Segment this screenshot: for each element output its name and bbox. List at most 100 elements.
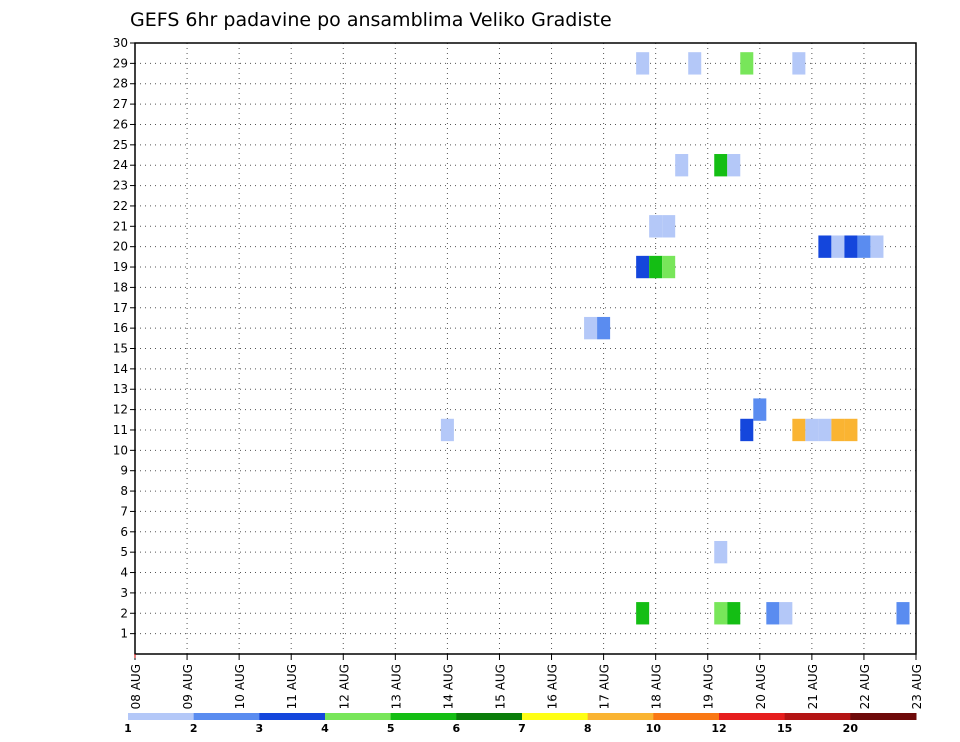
colorbar-label: 20 (843, 722, 859, 735)
chart-title: GEFS 6hr padavine po ansamblima Veliko G… (130, 9, 612, 31)
precip-cell (636, 52, 650, 75)
colorbar-segment (522, 713, 589, 720)
colorbar-label: 6 (453, 722, 461, 735)
colorbar-label: 10 (646, 722, 662, 735)
y-tick-label: 12 (113, 403, 128, 417)
y-tick-label: 4 (120, 566, 128, 580)
colorbar: 1 2 3 4 5 6 7 8 10 12 15 20 (124, 713, 917, 735)
y-tick-label: 20 (113, 240, 128, 254)
precip-cell (636, 602, 650, 625)
y-tick-label: 6 (120, 525, 128, 539)
precip-cell (727, 154, 741, 177)
x-tick-label: 17 AUG (598, 664, 612, 709)
precip-cell (818, 235, 832, 258)
precip-cell (792, 418, 806, 442)
colorbar-label: 15 (777, 722, 792, 735)
x-tick-label: 21 AUG (806, 664, 820, 709)
x-tick-label: 14 AUG (441, 664, 455, 709)
x-tick-label: 23 AUG (910, 664, 924, 709)
data-cells (440, 52, 910, 625)
colorbar-label: 3 (256, 722, 264, 735)
y-tick-label: 9 (120, 464, 128, 478)
y-tick-label: 30 (113, 36, 128, 50)
y-tick-label: 10 (113, 443, 128, 457)
y-tick-label: 26 (113, 117, 128, 131)
x-tick-label: 19 AUG (702, 664, 716, 709)
x-tick-label: 18 AUG (650, 664, 664, 709)
colorbar-label: 12 (711, 722, 726, 735)
precip-cell (818, 418, 832, 442)
precip-cell (805, 418, 819, 442)
y-tick-label: 8 (120, 484, 128, 498)
precip-cell (844, 235, 858, 258)
y-tick-label: 22 (113, 199, 128, 213)
precip-cell (870, 235, 884, 258)
precip-cell (766, 602, 780, 625)
y-tick-label: 29 (113, 56, 128, 70)
precip-cell (584, 316, 598, 340)
precip-cell (753, 398, 767, 421)
grid-lines (135, 42, 916, 654)
precip-cell (740, 418, 754, 442)
colorbar-segment (653, 713, 720, 720)
colorbar-label: 2 (190, 722, 198, 735)
colorbar-segment (390, 713, 457, 720)
y-tick-label: 15 (113, 342, 128, 356)
y-tick-label: 19 (113, 260, 128, 274)
precip-cell (844, 418, 858, 442)
y-tick-label: 13 (113, 382, 128, 396)
y-tick-label: 2 (120, 606, 128, 620)
y-tick-label: 11 (113, 423, 128, 437)
y-tick-label: 3 (120, 586, 128, 600)
y-tick-label: 21 (113, 219, 128, 233)
precip-cell (727, 602, 741, 625)
precip-cell (440, 418, 454, 442)
colorbar-segment (850, 713, 917, 720)
y-tick-label: 23 (113, 179, 128, 193)
colorbar-segment (259, 713, 326, 720)
colorbar-label: 4 (321, 722, 329, 735)
colorbar-segment (587, 713, 654, 720)
precip-cell (675, 154, 689, 177)
colorbar-label: 5 (387, 722, 395, 735)
x-axis-ticks: 08 AUG 09 AUG 10 AUG 11 AUG 12 AUG 13 AUG 14 A… (129, 654, 924, 709)
y-tick-label: 24 (113, 158, 128, 172)
x-tick-label: 09 AUG (181, 664, 195, 709)
y-axis-ticks: 1234567891011121314151617181920212223242… (113, 36, 135, 641)
colorbar-segment (719, 713, 786, 720)
precip-cell (649, 255, 663, 279)
precip-cell (688, 52, 702, 75)
y-tick-label: 1 (120, 627, 128, 641)
x-tick-label: 08 AUG (129, 664, 143, 709)
precip-cell (857, 235, 871, 258)
y-tick-label: 27 (113, 97, 128, 111)
colorbar-label: 8 (584, 722, 592, 735)
precip-cell (714, 602, 728, 625)
precip-cell (714, 540, 728, 564)
x-tick-label: 15 AUG (493, 664, 507, 709)
precip-cell (597, 316, 611, 340)
x-tick-label: 22 AUG (858, 664, 872, 709)
y-tick-label: 16 (113, 321, 128, 335)
precip-cell (662, 215, 676, 238)
x-tick-label: 11 AUG (285, 664, 299, 709)
precip-cell (649, 215, 663, 238)
y-tick-label: 7 (120, 504, 128, 518)
colorbar-segment (456, 713, 523, 720)
colorbar-segment (128, 713, 195, 720)
y-tick-label: 14 (113, 362, 128, 376)
precip-cell (740, 52, 754, 75)
x-tick-label: 13 AUG (389, 664, 403, 709)
precip-cell (831, 418, 845, 442)
colorbar-label: 7 (518, 722, 526, 735)
precip-cell (896, 602, 910, 625)
precip-cell (636, 255, 650, 279)
x-tick-label: 20 AUG (754, 664, 768, 709)
x-tick-label: 16 AUG (546, 664, 560, 709)
precip-cell (714, 154, 728, 177)
precip-cell (662, 255, 676, 279)
precip-cell (831, 235, 845, 258)
y-tick-label: 28 (113, 77, 128, 91)
x-tick-label: 10 AUG (233, 664, 247, 709)
